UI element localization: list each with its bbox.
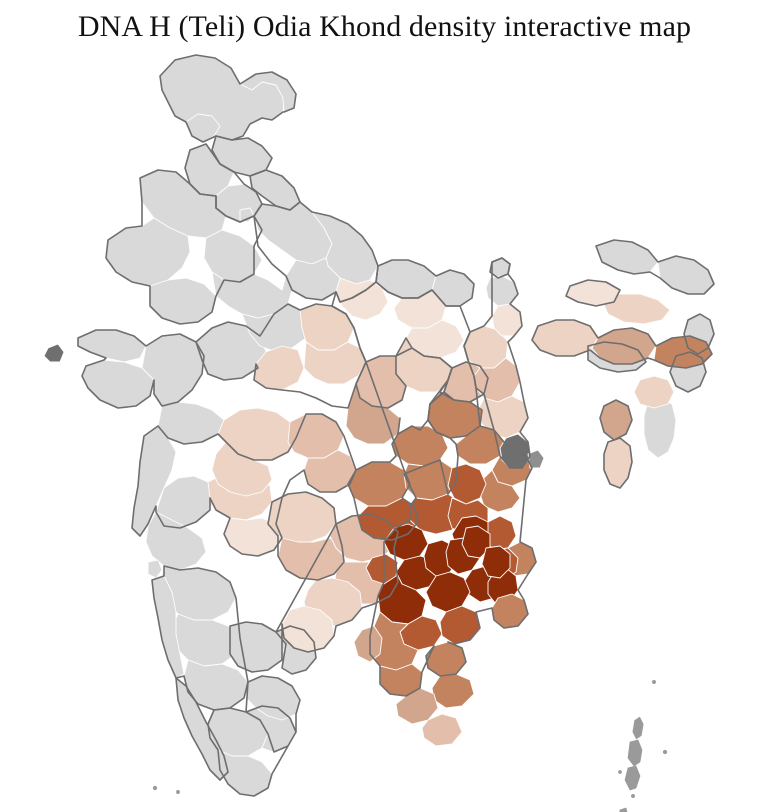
district-odisha-cuttack-vhigh[interactable] [481, 545, 511, 579]
state-outline-assam [531, 319, 713, 369]
state-outline-maharashtra [131, 413, 357, 557]
state-outline-sikkim [489, 257, 511, 279]
district-mizoram[interactable] [643, 397, 677, 459]
district-andaman-north[interactable] [631, 715, 645, 741]
district-assam-barak-low[interactable] [633, 375, 675, 409]
state-outline-tripura [599, 399, 633, 441]
district-gujarat-mainland[interactable] [141, 333, 205, 407]
state-outline-mizoram [603, 437, 633, 489]
district-chilika-darkgrey[interactable] [527, 449, 545, 469]
state-outline-tamil-nadu [207, 675, 301, 797]
district-andaman-south[interactable] [624, 765, 641, 791]
district-andhra-srikakulam-mid[interactable] [431, 673, 475, 709]
state-outline-rajasthan [105, 169, 263, 325]
state-outline-andhra-pradesh [229, 513, 399, 675]
island-nicobar-dot-1[interactable] [631, 794, 635, 798]
district-odisha-keonjhar-high[interactable] [447, 463, 487, 505]
island-lakshadweep-1[interactable] [152, 785, 158, 791]
district-goa[interactable] [147, 559, 163, 579]
district-odisha-nabarangpur-mid[interactable] [353, 625, 383, 663]
state-outline-jammu-kashmir [159, 54, 297, 143]
district-nicobar[interactable] [619, 807, 628, 812]
state-outline-gujarat [77, 329, 205, 409]
district-odisha-jajpur-high[interactable] [485, 515, 517, 551]
district-odisha-ganjam-high[interactable] [439, 605, 481, 645]
district-kutch-rann-darkgrey[interactable] [43, 343, 65, 363]
district-andaman-middle[interactable] [627, 739, 643, 767]
district-arunachal-east[interactable] [657, 255, 715, 295]
district-delhi[interactable] [239, 207, 255, 223]
district-andhra-visakhapatnam-low[interactable] [421, 713, 463, 747]
island-lakshadweep-2[interactable] [176, 790, 180, 794]
state-outline-meghalaya [587, 341, 647, 373]
state-outline-odisha [369, 367, 537, 697]
high-density-districts-layer [345, 355, 537, 747]
district-arunachal-west[interactable] [595, 239, 659, 275]
district-odisha-nuapada-high[interactable] [365, 553, 399, 585]
district-jammu-kashmir[interactable] [159, 54, 285, 143]
india-choropleth-map[interactable] [0, 50, 769, 812]
state-outline-bihar [375, 259, 475, 307]
district-gujarat-kutch[interactable] [77, 329, 147, 363]
state-boundaries-layer [77, 54, 715, 797]
state-outline-karnataka [151, 565, 249, 711]
state-outline-nagaland [683, 313, 715, 355]
state-outline-manipur [669, 351, 707, 393]
state-outline-telangana [267, 491, 345, 581]
island-andaman-dot-3[interactable] [618, 770, 622, 774]
lakshadweep-islands-layer [152, 680, 668, 798]
state-outline-arunachal [565, 239, 715, 307]
page-title: DNA H (Teli) Odia Khond density interact… [77, 10, 692, 43]
island-andaman-dot-2[interactable] [662, 749, 668, 755]
state-outline-west-bengal [443, 257, 531, 469]
map-canvas[interactable] [0, 50, 769, 812]
district-arunachal-foot-low[interactable] [601, 293, 671, 325]
island-andaman-dot-1[interactable] [652, 680, 656, 684]
